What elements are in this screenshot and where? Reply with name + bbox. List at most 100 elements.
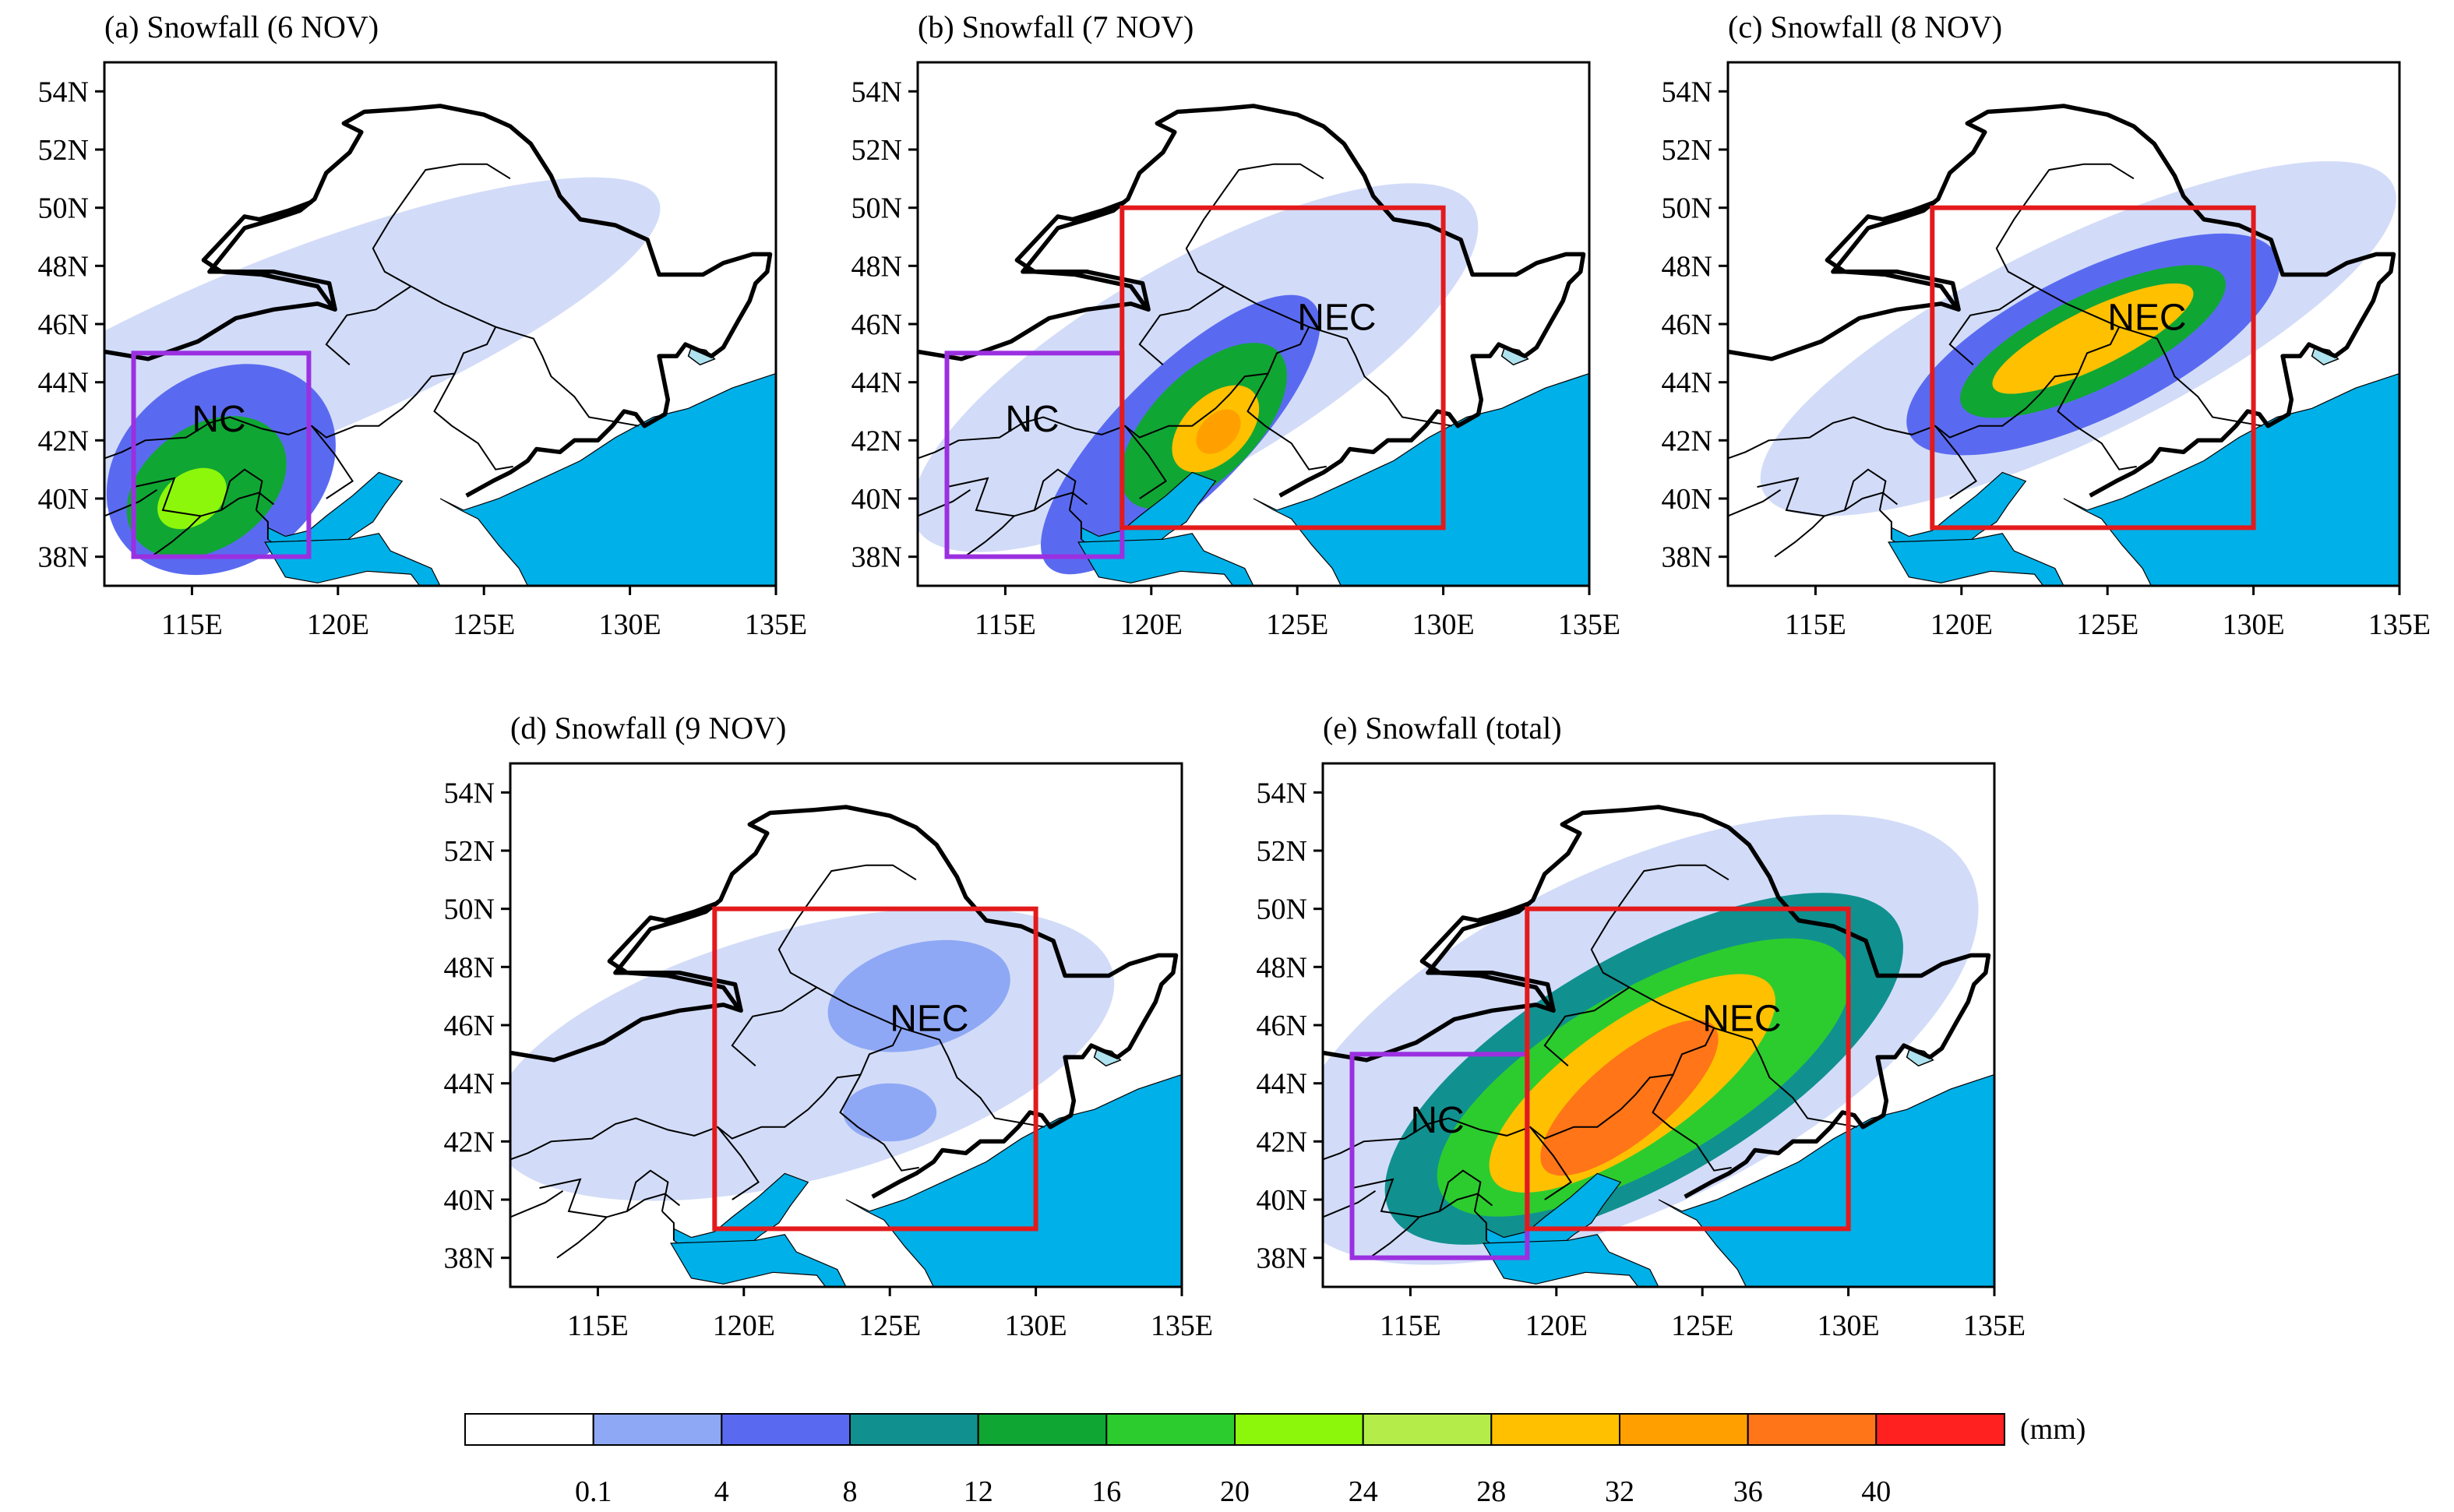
lat-tick-label: 40N [38,483,89,516]
lon-tick-label: 120E [1120,608,1183,641]
nec-region-box [1930,205,2256,530]
panel-title: (c) Snowfall (8 NOV) [1728,9,2002,44]
colorbar-swatch [1619,1413,1749,1446]
sea-area [1888,533,2064,586]
lon-tick-label: 135E [1963,1309,2026,1342]
nec-region-box [712,906,1038,1232]
province-boundary [1529,1126,1572,1200]
province-boundary [1774,515,1825,558]
lat-tick-label: 38N [851,541,902,574]
lat-tick-label: 50N [1257,893,1307,926]
lat-tick-label: 44N [444,1068,495,1101]
colorbar-tick-label: 4 [714,1475,729,1508]
province-boundary [104,326,640,460]
map-area: NC NEC [918,62,1589,586]
lat-tick-label: 52N [444,835,495,868]
lat-tick-label: 50N [38,192,89,225]
lat-tick-label: 48N [1257,951,1307,984]
nc-region-box [131,351,312,559]
panel-title: (a) Snowfall (6 NOV) [104,9,379,44]
colorbar-tick-label: 16 [1091,1475,1121,1508]
province-boundary [433,373,513,471]
panel-d: (d) Snowfall (9 NOV) NEC 115E 120E 125E 130E 1… [444,710,1214,1342]
province-boundary [1652,1074,1732,1172]
province-boundary [220,468,263,511]
lat-tick-label: 40N [1662,483,1712,516]
lon-tick-label: 115E [1785,608,1846,641]
province-boundary [104,488,158,517]
colorbar-swatch [464,1413,594,1446]
sea-area [670,1234,847,1287]
lon-tick-label: 135E [1151,1309,1213,1342]
snowfall-field [1323,814,1979,1265]
lat-tick-label: 40N [444,1184,495,1217]
lake [1906,1048,1934,1067]
lon-tick-label: 115E [161,608,223,641]
province-boundary [556,1216,608,1259]
sea-area [1253,372,1589,586]
lon-tick-label: 135E [1558,608,1620,641]
lon-tick-label: 125E [859,1309,921,1342]
lat-tick-label: 52N [1257,835,1307,868]
colorbar-tick-label: 40 [1861,1475,1891,1508]
lon-tick-label: 115E [567,1309,629,1342]
lat-tick-label: 42N [851,425,902,457]
mongolia-boundary [1825,199,1958,308]
colorbar-swatch [1490,1413,1621,1446]
province-boundary [626,1169,669,1212]
lon-tick-label: 130E [598,608,661,641]
map-area: NC NEC [1323,763,1994,1287]
province-boundary [947,477,1088,517]
snowfall-field [1760,160,2396,516]
province-boundary [1246,373,1327,471]
colorbar-swatch [721,1413,851,1446]
province-boundary [1124,425,1167,499]
province-boundary [1728,326,2263,460]
province-boundary [1138,285,1225,366]
lat-tick-label: 42N [444,1126,495,1158]
nc-label: NC [1005,399,1059,440]
colorbar-tick-label: 28 [1476,1475,1506,1508]
province-boundary [918,488,971,517]
lon-tick-label: 130E [2222,608,2284,641]
lat-tick-label: 44N [1662,367,1712,400]
province-boundary [150,515,202,558]
province-boundary [717,1126,760,1200]
nc-label: NC [192,399,245,440]
panel-title: (b) Snowfall (7 NOV) [918,9,1194,44]
map-area: NEC [510,763,1182,1287]
lon-tick-label: 120E [713,1309,775,1342]
province-boundary [510,1027,1045,1161]
lon-tick-label: 115E [975,608,1036,641]
province-boundary [1757,477,1899,517]
province-boundary [839,1074,919,1172]
colorbar-tick-label: 32 [1605,1475,1634,1508]
colorbar-swatch [1747,1413,1878,1446]
province-boundary [325,285,412,366]
lon-tick-label: 130E [1817,1309,1879,1342]
lon-tick-label: 120E [307,608,369,641]
snowfall-contour [1540,1020,1719,1176]
nec-label: NEC [2107,298,2186,339]
lat-tick-label: 46N [444,1010,495,1042]
province-boundary [1843,468,1887,511]
sea-area [439,372,776,586]
province-boundary [1995,163,2135,328]
lake [687,347,716,366]
lon-tick-label: 125E [2076,608,2138,641]
nec-label: NEC [1702,999,1781,1040]
lake [1093,1048,1122,1067]
lat-tick-label: 54N [444,777,495,809]
province-boundary [1369,1216,1420,1259]
lat-tick-label: 50N [851,192,902,225]
lat-tick-label: 54N [851,76,902,108]
lon-tick-label: 115E [1380,1309,1441,1342]
province-boundary [1033,468,1077,511]
snowfall-contour [843,1083,937,1142]
colorbar-tick-label: 12 [964,1475,993,1508]
lon-tick-label: 130E [1004,1309,1067,1342]
lake [2311,347,2339,366]
lon-tick-label: 120E [1930,608,1993,641]
snowfall-contour [1196,409,1241,454]
